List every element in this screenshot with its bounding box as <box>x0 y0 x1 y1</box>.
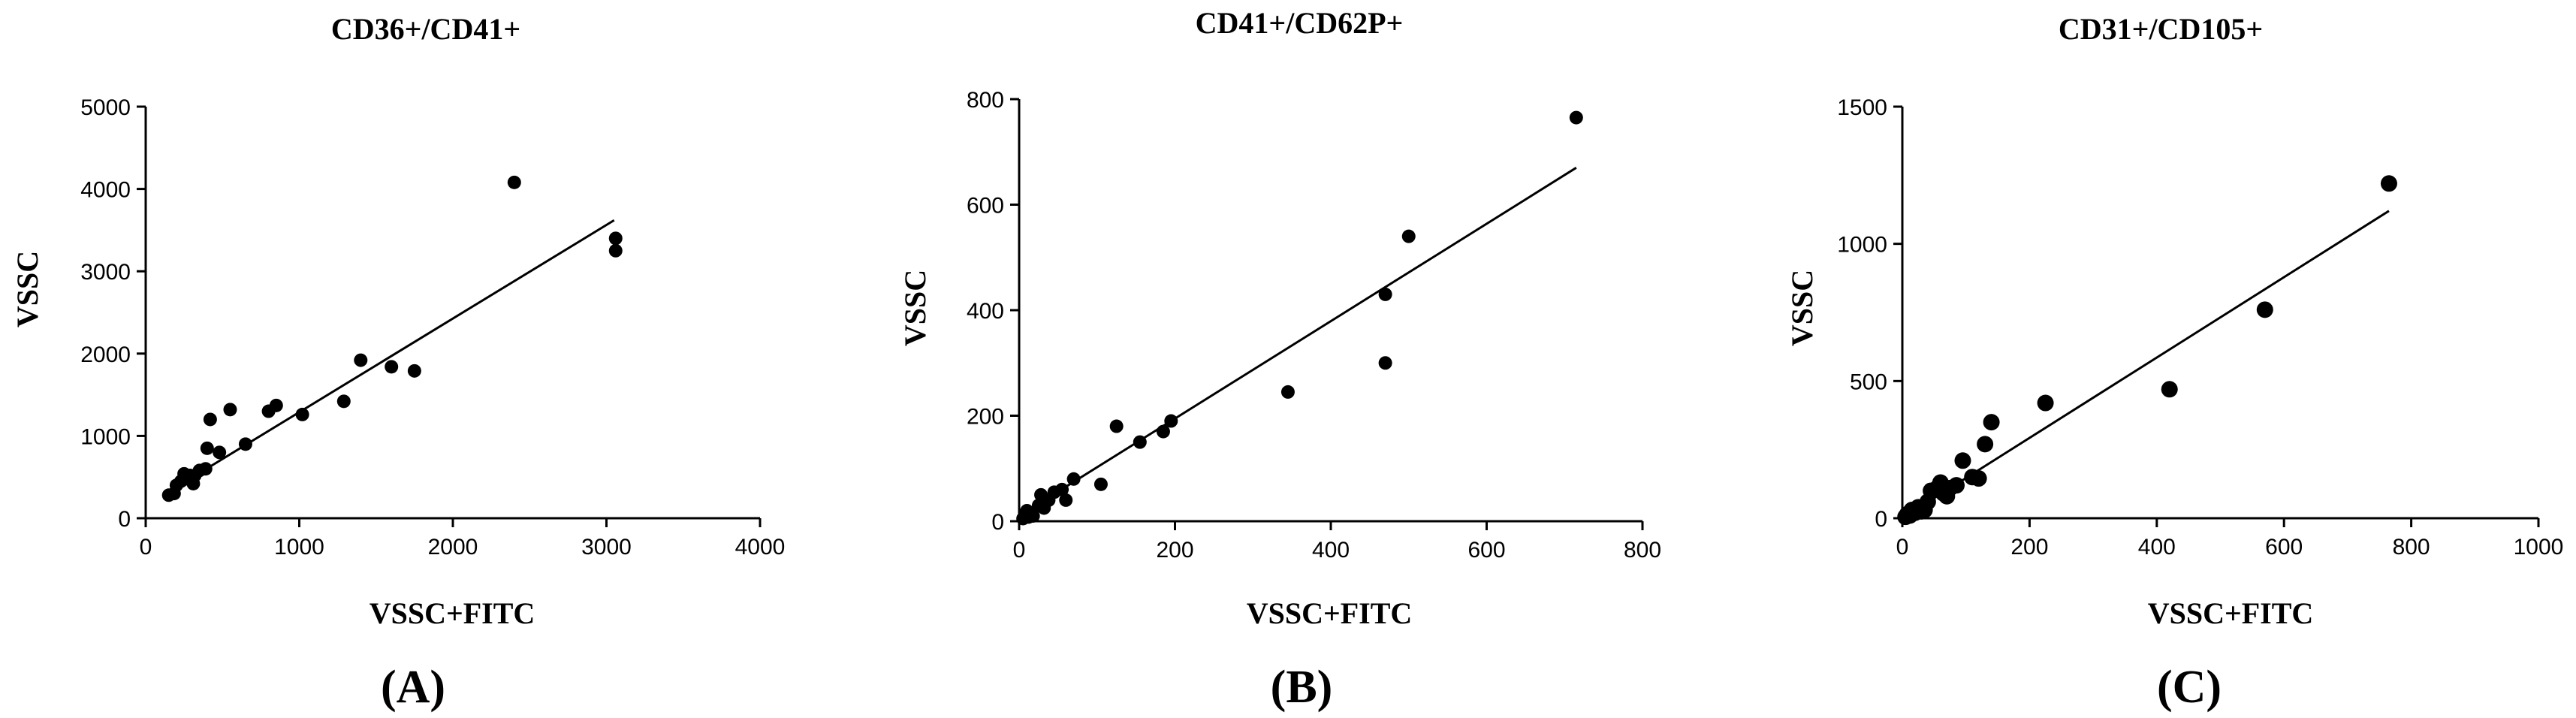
data-point-a <box>269 398 283 412</box>
regression-line-c <box>1902 210 2390 520</box>
x-tick-label-a: 2000 <box>428 535 478 560</box>
chart-title-c: CD31+/CD105+ <box>2059 12 2263 46</box>
y-tick-label-a: 3000 <box>80 260 131 285</box>
chart-panel-b: CD41+/CD62P+ VSSC VSSC+FITC 0 200 400 600 80… <box>898 6 1661 713</box>
y-tick-label-a: 0 <box>118 507 131 532</box>
x-axis-label-c: VSSC+FITC <box>2148 596 2314 630</box>
data-point-a <box>507 175 521 189</box>
data-point-c <box>1970 470 1987 487</box>
panel-label-b-text: (B) <box>1271 662 1333 713</box>
chart-panel-c: CD31+/CD105+ VSSC VSSC+FITC 0 200 400 600 80… <box>1785 12 2563 713</box>
data-point-a <box>238 437 252 451</box>
x-tick-label-c: 800 <box>2393 535 2430 560</box>
y-tick-label-a: 2000 <box>80 342 131 367</box>
data-point-c <box>1977 436 1994 453</box>
data-point-c <box>1983 414 2000 431</box>
data-point-a <box>203 412 217 427</box>
x-tick-label-a: 4000 <box>735 535 786 560</box>
data-point-b <box>1378 356 1392 370</box>
data-point-b <box>1164 414 1178 428</box>
data-point-a <box>200 441 214 455</box>
data-point-b <box>1378 287 1392 301</box>
data-point-c <box>2380 175 2397 192</box>
y-tick-label-b: 200 <box>967 405 1004 430</box>
data-point-b <box>1109 419 1124 433</box>
x-tick-label-a: 0 <box>140 535 152 560</box>
x-axis-label-a: VSSC+FITC <box>370 596 535 630</box>
y-tick-label-c: 500 <box>1850 370 1887 394</box>
regression-line-b <box>1018 167 1577 517</box>
x-tick-label-c: 1000 <box>2514 535 2564 560</box>
regression-line-a <box>166 219 615 494</box>
chart-panel-a: CD36+/CD41+ VSSC VSSC+FITC 0 1000 2000 3000… <box>11 12 785 713</box>
y-tick-label-b: 400 <box>967 299 1004 324</box>
x-tick-label-a: 3000 <box>581 535 632 560</box>
y-tick-label-b: 800 <box>967 88 1004 113</box>
x-tick-label-b: 800 <box>1624 538 1661 563</box>
x-tick-label-c: 400 <box>2138 535 2176 560</box>
data-point-c <box>1947 477 1965 494</box>
data-point-a <box>295 407 309 421</box>
y-tick-label-c: 0 <box>1875 507 1887 532</box>
panel-label-a: (A) <box>381 662 445 713</box>
y-axis-label-c: VSSC <box>1785 270 1819 346</box>
x-tick-label-c: 600 <box>2265 535 2303 560</box>
data-point-a <box>385 360 399 374</box>
data-point-b <box>1156 424 1170 439</box>
y-axis-label-b: VSSC <box>898 270 932 346</box>
chart-title-a: CD36+/CD41+ <box>331 12 520 46</box>
data-point-a <box>198 462 213 476</box>
data-point-c <box>2037 394 2054 412</box>
y-tick-label-a: 1000 <box>80 424 131 449</box>
data-point-a <box>608 231 623 246</box>
panel-label-a-text: (A) <box>381 662 445 713</box>
data-point-a <box>407 364 421 378</box>
data-point-b <box>1059 493 1073 507</box>
data-point-c <box>2161 381 2178 398</box>
data-point-a <box>608 243 623 258</box>
x-tick-label-b: 0 <box>1013 538 1026 563</box>
data-point-c <box>1954 452 1971 469</box>
panel-label-c-text: (C) <box>2157 662 2222 713</box>
data-point-b <box>1280 385 1295 399</box>
y-tick-label-b: 600 <box>967 194 1004 219</box>
panel-label-c: (C) <box>2157 662 2222 713</box>
x-tick-label-b: 400 <box>1312 538 1350 563</box>
y-tick-label-c: 1000 <box>1837 233 1887 258</box>
marks-b: 0 200 400 600 800 0 200 400 600 800 <box>967 88 1661 563</box>
y-tick-label-b: 0 <box>991 510 1004 535</box>
data-point-b <box>1066 472 1081 486</box>
data-point-b <box>1093 477 1108 491</box>
data-point-a <box>336 394 351 409</box>
marks-c: 0 200 400 600 800 1000 0 500 1000 1500 <box>1837 95 2563 560</box>
y-tick-label-c: 1500 <box>1837 95 1887 120</box>
data-point-a <box>354 353 368 367</box>
data-point-a <box>223 403 237 417</box>
data-point-b <box>1026 508 1040 523</box>
data-point-b <box>1401 229 1416 243</box>
y-tick-label-a: 4000 <box>80 178 131 203</box>
chart-title-b: CD41+/CD62P+ <box>1196 6 1404 40</box>
data-point-b <box>1133 435 1147 449</box>
x-tick-label-c: 200 <box>2010 535 2048 560</box>
panel-label-b: (B) <box>1271 662 1333 713</box>
data-point-a <box>213 445 227 460</box>
data-point-b <box>1569 110 1583 125</box>
data-point-b <box>1055 482 1069 496</box>
x-tick-label-a: 1000 <box>274 535 324 560</box>
y-axis-label-a: VSSC <box>11 251 44 327</box>
marks-a: 0 1000 2000 3000 4000 0 1000 2000 3000 4000 5000 <box>80 95 785 560</box>
x-tick-label-b: 600 <box>1467 538 1505 563</box>
data-point-c <box>2256 301 2273 318</box>
x-tick-label-b: 200 <box>1156 538 1193 563</box>
x-tick-label-c: 0 <box>1896 535 1909 560</box>
y-tick-label-a: 5000 <box>80 95 131 120</box>
x-axis-label-b: VSSC+FITC <box>1247 596 1413 630</box>
